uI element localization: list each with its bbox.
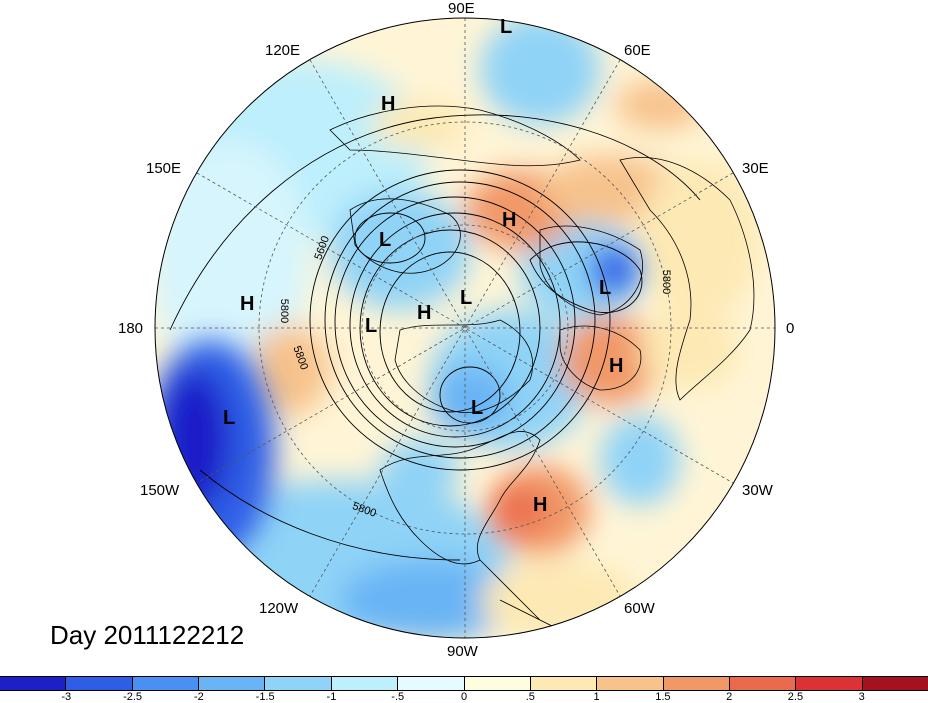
map-title: Day 2011122212: [50, 620, 245, 650]
lon-label-60e: 60E: [624, 42, 651, 59]
colorbar-swatch: [265, 677, 332, 690]
contour-label: 5800: [660, 269, 673, 295]
colorbar-tick-label: -1.5: [255, 691, 275, 703]
colorbar-tick-label: -.5: [391, 691, 405, 703]
colorbar-swatch: [729, 677, 797, 690]
colorbar-tick-label: -3: [61, 691, 72, 703]
map-boundary: [154, 17, 776, 639]
lon-label-60w: 60W: [624, 600, 655, 617]
colorbar-tick-label: -1: [326, 691, 337, 703]
colorbar-swatch: [398, 677, 465, 690]
colorbar-swatch: [199, 677, 266, 690]
colorbar-swatch: [132, 677, 200, 690]
colorbar-tick-label: 1.5: [655, 691, 671, 703]
lon-label-120e: 120E: [265, 42, 301, 59]
colorbar-swatch: [66, 677, 133, 690]
colorbar-swatch: [464, 677, 531, 690]
pressure-center-high: H: [417, 302, 432, 324]
pressure-center-high: H: [502, 209, 517, 231]
lon-label-30e: 30E: [742, 160, 769, 177]
lon-label-90e: 90E: [448, 0, 475, 17]
colorbar-swatch: [663, 677, 730, 690]
pressure-center-high: H: [533, 494, 548, 516]
pressure-center-low: L: [223, 407, 236, 429]
pressure-center-low: L: [599, 277, 612, 299]
lon-label-180: 180: [118, 320, 144, 337]
colorbar-tick-label: 3: [858, 691, 865, 703]
lon-label-30w: 30W: [742, 482, 773, 499]
colorbar-tick-label: 2.5: [787, 691, 804, 703]
pressure-center-low: L: [379, 229, 392, 251]
colorbar-tick-label: .5: [525, 691, 535, 703]
colorbar: [0, 676, 928, 691]
colorbar-tick-label: -2: [193, 691, 204, 703]
colorbar-tick-label: 1: [593, 691, 600, 703]
lon-label-150e: 150E: [146, 160, 182, 177]
colorbar-swatch: [796, 677, 863, 690]
lon-label-150w: 150W: [140, 482, 180, 499]
graticule: [155, 18, 775, 638]
colorbar-swatch: [862, 677, 928, 690]
pressure-center-low: L: [471, 397, 484, 419]
pressure-center-high: H: [381, 93, 396, 115]
height-contours: [169, 114, 701, 561]
pressure-center-high: H: [609, 355, 624, 377]
colorbar-swatch: [530, 677, 598, 690]
lon-label-120w: 120W: [259, 600, 299, 617]
colorbar-swatch: [0, 677, 67, 690]
colorbar-swatch: [597, 677, 664, 690]
contour-label: 5800: [278, 298, 291, 324]
pressure-center-low: L: [365, 315, 378, 337]
colorbar-tick-label: 0: [460, 691, 468, 703]
colorbar-tick-label: -2.5: [123, 691, 143, 703]
pressure-center-low: L: [460, 287, 473, 309]
pressure-center-low: L: [500, 16, 513, 38]
lon-label-90w: 90W: [447, 643, 478, 660]
pressure-center-high: H: [240, 293, 255, 315]
lon-label-0: 0: [786, 320, 795, 337]
colorbar-swatch: [331, 677, 399, 690]
colorbar-tick-label: 2: [726, 691, 733, 703]
